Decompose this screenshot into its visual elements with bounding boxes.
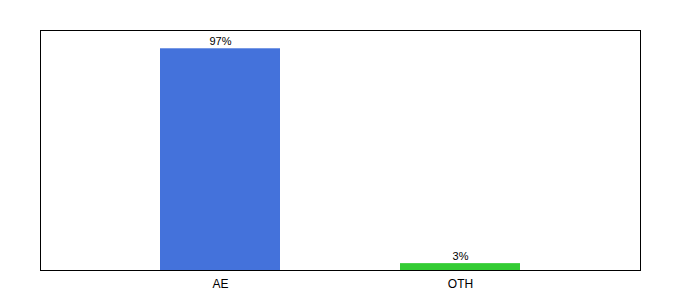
svg-text:AE: AE — [212, 277, 228, 291]
svg-text:97%: 97% — [209, 35, 231, 47]
svg-text:3%: 3% — [453, 250, 469, 262]
svg-text:OTH: OTH — [448, 277, 473, 291]
